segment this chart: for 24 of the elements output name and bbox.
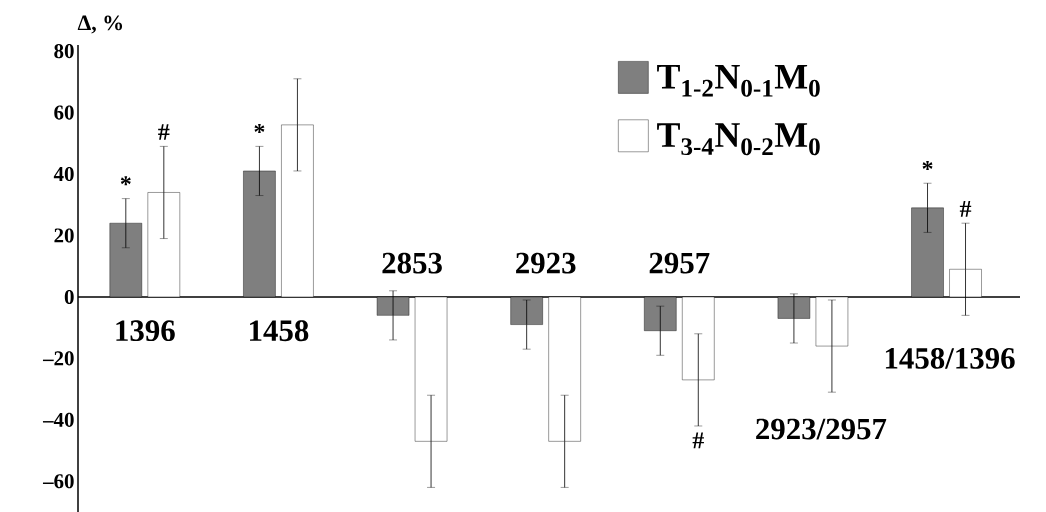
y-tick-label: 60: [54, 105, 74, 120]
x-tick-label: 1458: [250, 320, 309, 342]
y-tick-label: –20: [42, 351, 74, 366]
x-tick-label: 2957: [649, 252, 710, 274]
annotation: #: [959, 201, 972, 217]
x-tick-label: 2923/2957: [756, 418, 887, 440]
y-tick-label: –40: [42, 412, 74, 427]
x-tick-label: 1458/1396: [885, 347, 1015, 369]
y-axis-title: Δ, %: [77, 15, 123, 34]
y-tick-label: 40: [53, 166, 74, 182]
x-tick-label: 2923: [516, 252, 576, 274]
annotation: *: [120, 176, 131, 186]
y-tick-label: –60: [42, 474, 74, 489]
annotation: *: [922, 160, 933, 170]
x-tick-label: 1396: [116, 320, 175, 342]
legend-label: T$_{1-2}$N$_{0-1}$M$_{0}$: [657, 64, 820, 97]
y-tick-label: 0: [64, 289, 74, 304]
annotation: #: [158, 124, 170, 140]
y-tick-label: 80: [54, 44, 74, 59]
x-tick-label: 2853: [382, 252, 442, 274]
y-tick-label: 20: [54, 228, 74, 243]
annotation: #: [692, 432, 704, 449]
annotation: *: [254, 124, 265, 134]
legend-label: T$_{3-4}$N$_{0-2}$M$_{0}$: [657, 123, 820, 156]
